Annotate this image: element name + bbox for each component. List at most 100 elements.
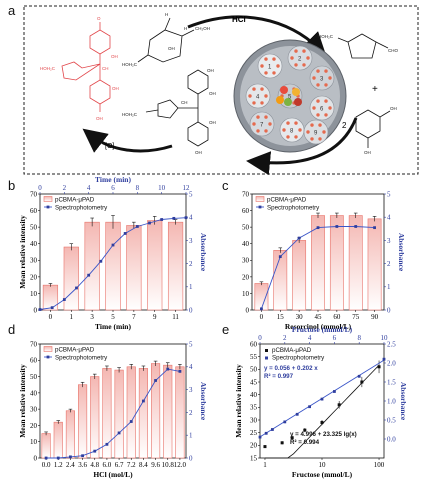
bar [42, 284, 59, 311]
bar [175, 366, 185, 459]
y-tick-label: 50 [250, 366, 258, 374]
well-spot [252, 87, 256, 91]
spectro-point [160, 218, 164, 221]
well-number: 6 [320, 107, 324, 113]
y-tick-label: 50 [30, 373, 38, 381]
y-tick-label: 70 [242, 190, 250, 198]
x-tick-label: 75 [352, 313, 360, 321]
product-structure [61, 22, 111, 112]
product-oh2: OH [112, 86, 119, 91]
well-spot [286, 135, 290, 139]
well-spot [268, 122, 272, 126]
legend-swatch-marker [258, 205, 262, 209]
bar [126, 225, 142, 311]
y2-tick-label: 5 [189, 190, 193, 198]
spectro-point [178, 369, 182, 373]
y2-tick-label: 1 [189, 432, 193, 440]
well-spot [252, 101, 256, 105]
well-spot [306, 56, 310, 60]
x-axis-label: Fructose (mmol/L) [292, 470, 353, 479]
legend-label: Spectrophotometry [267, 204, 320, 211]
spectro-point [357, 374, 361, 378]
spectro-point [87, 273, 91, 277]
well-spot [306, 130, 310, 134]
spectro-point [308, 405, 311, 409]
bar [78, 384, 88, 459]
y-tick-label: 40 [250, 391, 258, 399]
legend-label: pCBMA-μPAD [55, 347, 95, 354]
spectro-point [373, 226, 376, 230]
arrow-oxidation [82, 128, 173, 153]
y-tick-label: 25 [250, 429, 258, 437]
legend-swatch-marker [46, 355, 50, 359]
spectro-point [172, 216, 176, 220]
fructose-h1: H [165, 12, 168, 17]
well-spot [264, 129, 268, 133]
legend-label: Spectrophotometry [272, 355, 325, 362]
pad-point [337, 403, 341, 407]
spectro-point [264, 431, 268, 435]
well-disc [309, 95, 335, 121]
well-number: 1 [268, 65, 272, 71]
y-tick-label: 10 [242, 290, 250, 298]
spectro-point [62, 298, 66, 301]
fruit-sample [276, 96, 284, 104]
spectro-line [46, 368, 180, 459]
well-spot [316, 113, 320, 117]
y2-tick-label: 4 [387, 214, 391, 222]
y-tick-label: 0 [34, 454, 38, 462]
stoich-2: 2 [342, 121, 347, 130]
plot-frame [39, 343, 187, 459]
bar [167, 221, 184, 311]
spectro-r2: R² = 0.997 [264, 373, 294, 380]
y2-tick-label: 2.0 [387, 359, 396, 367]
product-ch: CH [102, 66, 109, 71]
bar [84, 221, 100, 311]
bar [114, 369, 124, 459]
x-tick-label: 1.2 [54, 461, 63, 469]
legend-label: Spectrophotometry [55, 354, 108, 361]
x-tick-label: 15 [277, 313, 285, 321]
well-number: 4 [256, 95, 260, 101]
well-spot [260, 87, 264, 91]
resorcinol-oh1: OH [390, 106, 397, 111]
well-number: 8 [290, 129, 294, 135]
y-tick-label: 50 [242, 224, 250, 232]
hmf-structure [337, 33, 389, 59]
well-spot [328, 76, 332, 80]
product-oh3: OH [96, 116, 103, 121]
well-spot [302, 49, 306, 53]
y2-tick-label: 3 [189, 386, 193, 394]
y2-tick-label: 5 [189, 340, 193, 348]
x2-axis-label: Time (min) [95, 175, 131, 184]
x2-tick-label: 12 [183, 184, 191, 192]
spectro-point [260, 307, 263, 311]
x-tick-label: 45 [315, 313, 323, 321]
panel-b-letter: b [8, 178, 15, 193]
spectro-point [148, 221, 151, 225]
spectro-point [335, 225, 339, 228]
y-axis-label: Mean relative intensity [234, 364, 243, 438]
y-tick-label: 30 [242, 257, 250, 265]
y2-axis-label: Absorbance [199, 382, 208, 421]
pad-point [360, 380, 364, 384]
well-spot [294, 121, 298, 125]
well-spot [312, 76, 316, 80]
spectro-point [129, 420, 133, 423]
x2-tick-label: 6 [333, 334, 337, 342]
well-spot [264, 94, 268, 98]
x-tick-label: 9 [153, 313, 157, 321]
y2-axis-label: Absorbance [399, 382, 408, 421]
y-tick-label: 20 [250, 442, 258, 450]
fructose-h2: H [184, 26, 187, 31]
panel-e-chart: e 152025303540455055600.00.51.01.52.02.5… [222, 322, 408, 479]
spectro-point [283, 420, 287, 424]
y2-tick-label: 0.5 [387, 416, 396, 424]
well-2: 2 [287, 45, 313, 71]
intermediate-hoh2c: HOH₂C [122, 112, 138, 117]
y2-tick-label: 3 [189, 237, 193, 245]
bar [63, 246, 79, 311]
resorcinol-structure [355, 109, 391, 148]
y2-tick-label: 2.5 [387, 340, 396, 348]
y2-tick-label: 2 [189, 409, 193, 417]
